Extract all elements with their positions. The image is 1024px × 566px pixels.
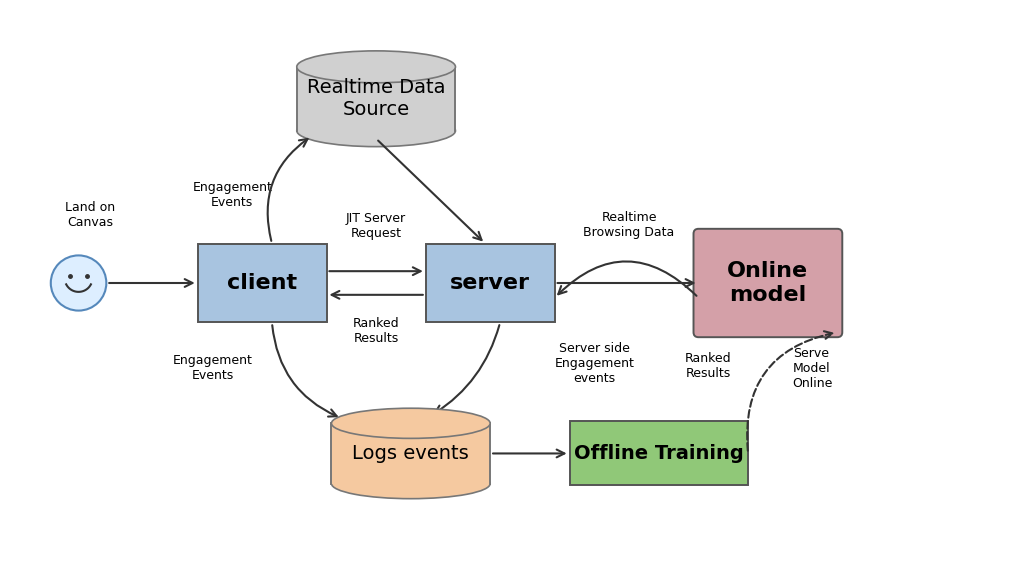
Ellipse shape [332, 408, 490, 439]
Text: Engagement
Events: Engagement Events [193, 181, 272, 209]
FancyBboxPatch shape [426, 243, 555, 323]
Ellipse shape [297, 115, 456, 147]
Text: client: client [227, 273, 297, 293]
Text: server: server [451, 273, 530, 293]
Text: Ranked
Results: Ranked Results [685, 352, 732, 380]
Text: Land on
Canvas: Land on Canvas [66, 201, 116, 229]
FancyBboxPatch shape [332, 423, 490, 483]
FancyBboxPatch shape [332, 423, 490, 483]
FancyBboxPatch shape [569, 422, 749, 486]
Text: Realtime Data
Source: Realtime Data Source [307, 78, 445, 119]
Ellipse shape [297, 51, 456, 83]
Text: Realtime
Browsing Data: Realtime Browsing Data [584, 211, 675, 239]
FancyBboxPatch shape [297, 67, 456, 131]
Ellipse shape [51, 255, 106, 311]
Text: Engagement
Events: Engagement Events [172, 354, 252, 382]
Text: Offline Training: Offline Training [573, 444, 743, 463]
FancyBboxPatch shape [693, 229, 843, 337]
FancyBboxPatch shape [198, 243, 327, 323]
Ellipse shape [332, 469, 490, 499]
Text: JIT Server
Request: JIT Server Request [346, 212, 407, 239]
FancyBboxPatch shape [297, 67, 456, 131]
Text: Logs events: Logs events [352, 444, 469, 463]
Text: Server side
Engagement
events: Server side Engagement events [555, 342, 635, 385]
Text: Ranked
Results: Ranked Results [353, 318, 399, 345]
Text: Online
model: Online model [727, 261, 809, 305]
Text: Serve
Model
Online: Serve Model Online [793, 347, 834, 390]
